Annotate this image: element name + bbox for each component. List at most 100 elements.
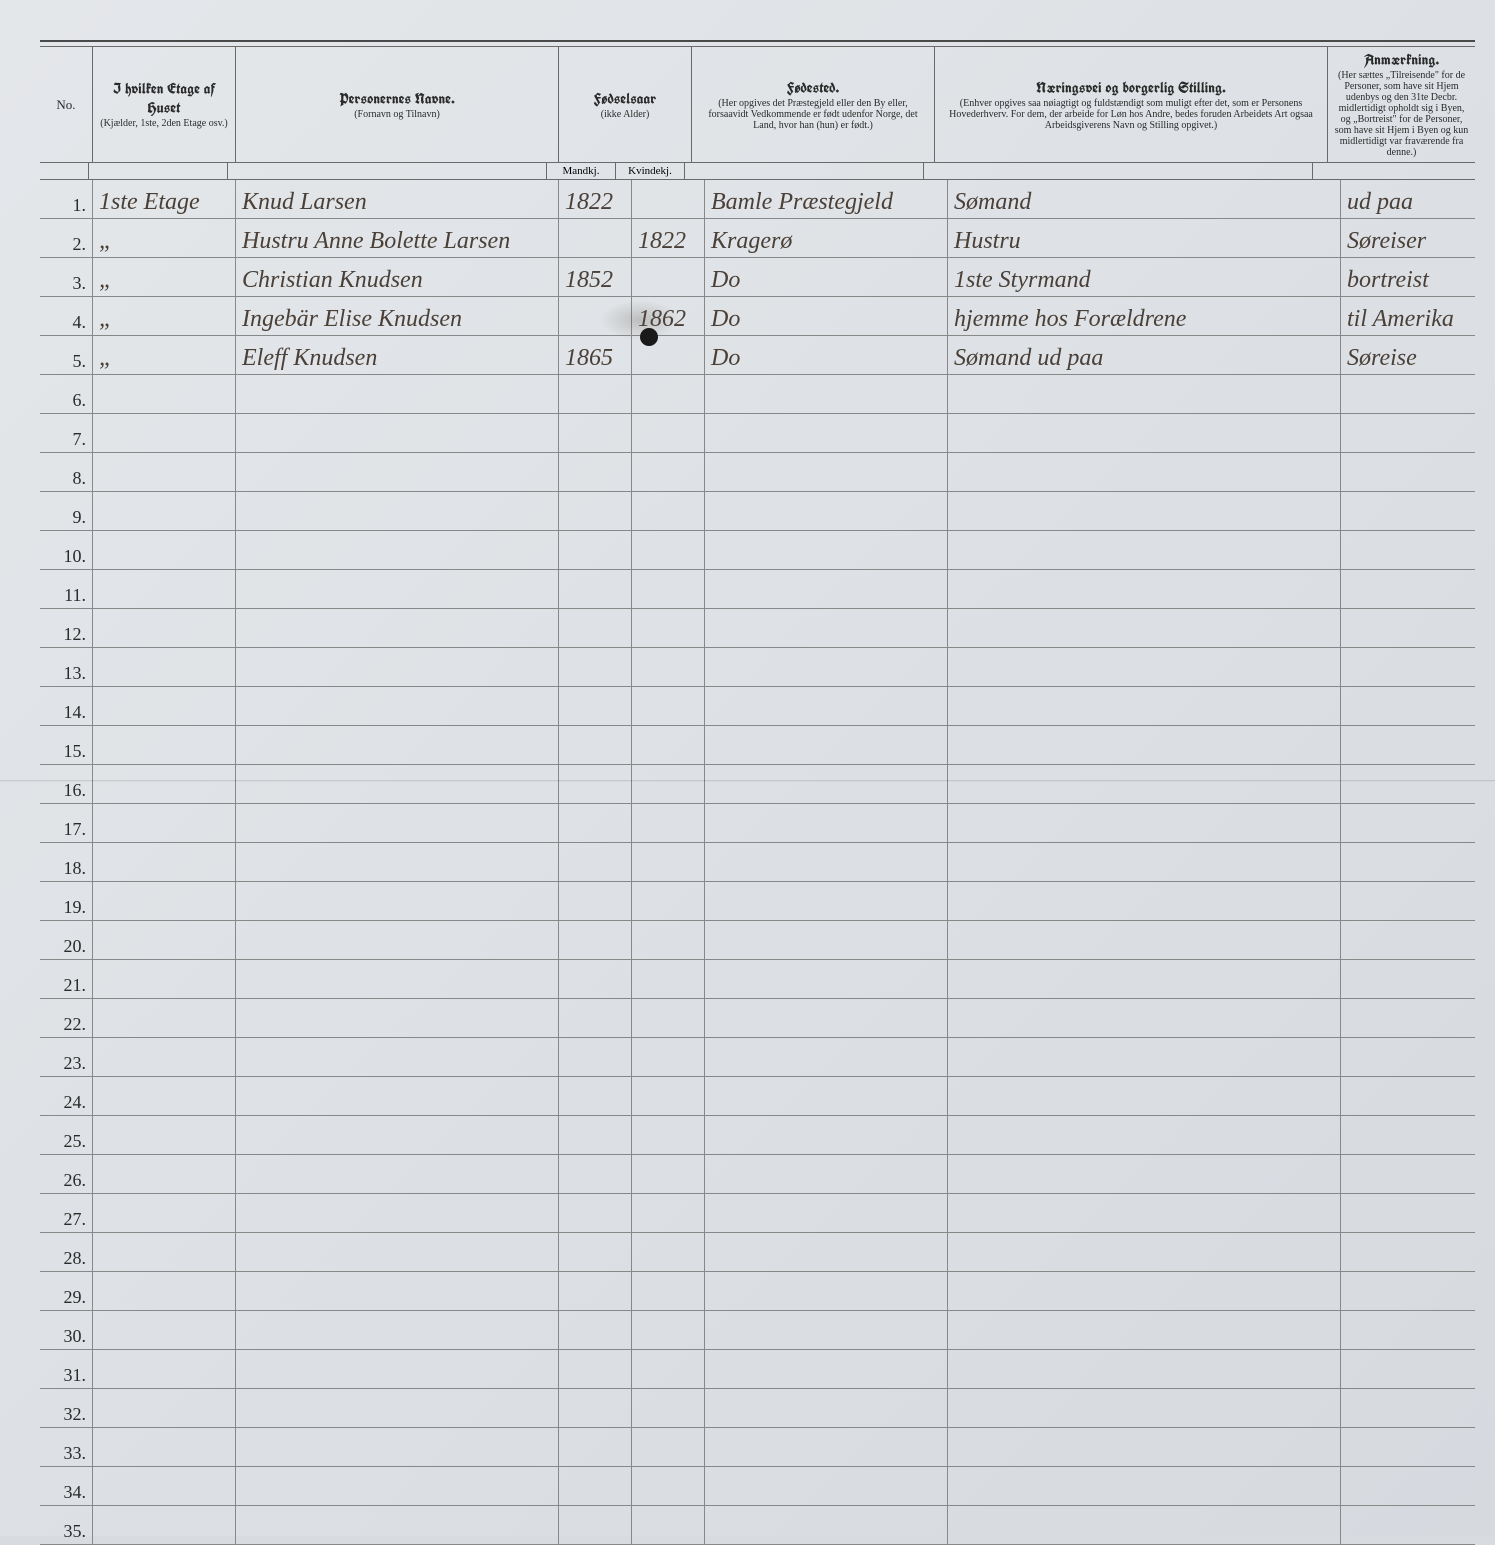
cell-birth-female [632,1389,705,1427]
cell-remark: til Amerika [1341,297,1475,335]
cell-occupation [948,1350,1341,1388]
cell-occupation [948,804,1341,842]
cell-name [236,843,559,881]
cell-occupation [948,1233,1341,1271]
cell-no: 1. [40,180,93,218]
cell-etage [93,843,236,881]
cell-birth-female [632,492,705,530]
cell-no: 19. [40,882,93,920]
cell-birth-female [632,1350,705,1388]
cell-name: Ingebär Elise Knudsen [236,297,559,335]
cell-name [236,531,559,569]
cell-occupation [948,609,1341,647]
cell-no: 17. [40,804,93,842]
table-row: 11. [40,570,1475,609]
table-row: 2.„Hustru Anne Bolette Larsen1822Kragerø… [40,219,1475,258]
cell-birth-male [559,375,632,413]
cell-birth-male [559,1194,632,1232]
cell-birth-female [632,258,705,296]
table-row: 30. [40,1311,1475,1350]
cell-name [236,1038,559,1076]
cell-birthplace [705,1155,948,1193]
cell-occupation [948,1389,1341,1427]
cell-birth-male [559,414,632,452]
cell-birth-female [632,453,705,491]
cell-birthplace [705,804,948,842]
cell-birth-female [632,1272,705,1310]
cell-occupation [948,765,1341,803]
cell-name [236,1116,559,1154]
cell-etage [93,999,236,1037]
cell-remark [1341,531,1475,569]
cell-birthplace [705,843,948,881]
cell-no: 24. [40,1077,93,1115]
cell-birth-male [559,453,632,491]
cell-no: 20. [40,921,93,959]
sub-header-row: Mandkj. Kvindekj. [40,163,1475,180]
cell-occupation [948,726,1341,764]
table-row: 7. [40,414,1475,453]
header-birth-title: Fødselsaar [565,90,685,109]
header-occupation-title: Næringsvei og borgerlig Stilling. [941,79,1321,98]
cell-birth-female [632,180,705,218]
cell-occupation: Sømand ud paa [948,336,1341,374]
cell-birthplace [705,492,948,530]
cell-birthplace [705,609,948,647]
cell-birth-male [559,921,632,959]
cell-etage [93,921,236,959]
cell-birth-female [632,1116,705,1154]
cell-birth-female [632,1194,705,1232]
cell-etage [93,648,236,686]
cell-etage: 1ste Etage [93,180,236,218]
cell-remark [1341,648,1475,686]
cell-birthplace [705,765,948,803]
cell-name [236,1194,559,1232]
table-row: 22. [40,999,1475,1038]
header-remark: Anmærkning. (Her sættes „Tilreisende" fo… [1328,47,1475,162]
table-row: 9. [40,492,1475,531]
cell-etage [93,960,236,998]
cell-birth-male [559,492,632,530]
table-row: 13. [40,648,1475,687]
cell-etage [93,1350,236,1388]
cell-name [236,609,559,647]
cell-name [236,804,559,842]
cell-name [236,1467,559,1505]
header-birthplace-sub: (Her opgives det Præstegjeld eller den B… [698,98,928,131]
cell-birth-female [632,1077,705,1115]
cell-etage [93,1077,236,1115]
cell-remark [1341,1038,1475,1076]
cell-no: 4. [40,297,93,335]
cell-birthplace [705,1389,948,1427]
table-row: 6. [40,375,1475,414]
cell-no: 31. [40,1350,93,1388]
cell-remark: bortreist [1341,258,1475,296]
cell-no: 11. [40,570,93,608]
cell-occupation [948,570,1341,608]
cell-name [236,648,559,686]
table-row: 18. [40,843,1475,882]
cell-remark: ud paa [1341,180,1475,218]
sub-no [40,163,89,179]
cell-remark [1341,1506,1475,1544]
cell-occupation [948,1272,1341,1310]
cell-no: 30. [40,1311,93,1349]
table-row: 19. [40,882,1475,921]
cell-no: 9. [40,492,93,530]
cell-no: 29. [40,1272,93,1310]
cell-name [236,960,559,998]
cell-remark [1341,1155,1475,1193]
sub-etage [89,163,228,179]
header-birthplace-title: Fødested. [698,79,928,98]
sub-name [228,163,547,179]
cell-occupation [948,531,1341,569]
cell-no: 35. [40,1506,93,1544]
cell-remark [1341,960,1475,998]
cell-no: 27. [40,1194,93,1232]
cell-birthplace: Do [705,297,948,335]
cell-birthplace [705,921,948,959]
cell-birth-female [632,1038,705,1076]
cell-etage [93,492,236,530]
cell-etage: „ [93,297,236,335]
cell-occupation [948,1311,1341,1349]
